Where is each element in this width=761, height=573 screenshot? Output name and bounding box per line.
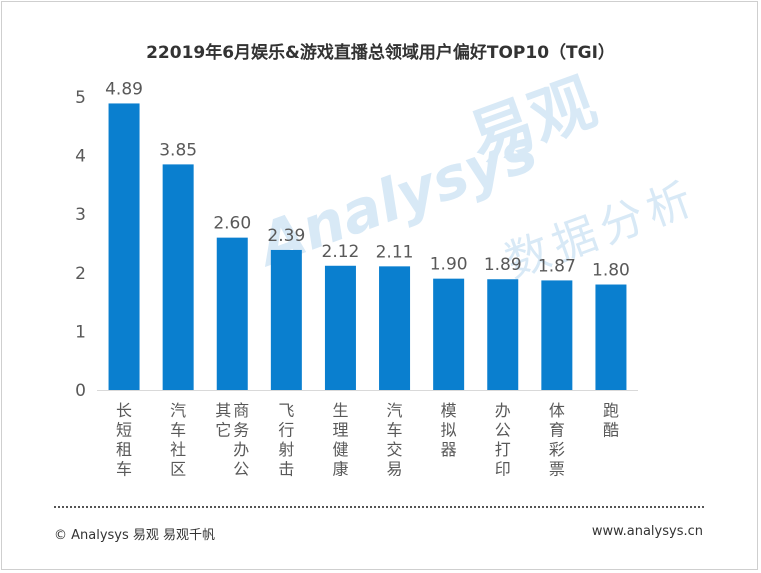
data-label: 1.80 — [592, 261, 630, 281]
data-label: 3.85 — [159, 140, 197, 160]
x-category-char: 生 — [332, 401, 348, 420]
x-category-char: 康 — [332, 460, 348, 479]
y-axis: 0 1 2 3 4 5 — [75, 88, 638, 401]
x-category-char: 票 — [549, 460, 565, 479]
y-tick-label: 2 — [75, 264, 86, 284]
x-category-char: 理 — [332, 421, 348, 440]
footer-divider — [54, 506, 704, 508]
y-tick-label: 1 — [75, 322, 86, 342]
x-category-char: 它 — [215, 421, 231, 440]
x-category-char: 办 — [233, 440, 249, 459]
x-category-char: 汽 — [387, 401, 403, 420]
x-category-char: 射 — [278, 440, 294, 459]
x-category-char: 社 — [170, 440, 186, 459]
x-category-char: 长 — [116, 401, 132, 420]
x-category-char: 行 — [278, 421, 294, 440]
bar — [595, 284, 627, 390]
x-category-char: 印 — [495, 460, 511, 479]
x-category-char: 公 — [233, 460, 249, 479]
data-label: 2.11 — [376, 242, 414, 262]
data-label: 2.60 — [213, 214, 251, 234]
bar — [433, 278, 465, 390]
x-category-char: 彩 — [549, 440, 565, 459]
x-category-label: 模拟器 — [441, 401, 457, 459]
x-category-char: 飞 — [278, 401, 294, 420]
x-category-char: 公 — [495, 421, 511, 440]
data-label: 1.87 — [538, 256, 576, 276]
data-label: 2.12 — [322, 242, 360, 262]
x-category-char: 交 — [387, 440, 403, 459]
x-category-char: 拟 — [441, 421, 457, 440]
y-tick-label: 4 — [75, 147, 86, 167]
bar — [108, 103, 140, 391]
data-label: 1.89 — [484, 255, 522, 275]
x-category-char: 击 — [278, 460, 294, 479]
y-tick-label: 3 — [75, 205, 86, 225]
x-category-label: 跑酷 — [603, 401, 619, 440]
bar — [270, 249, 302, 390]
x-category-char: 办 — [495, 401, 511, 420]
bar — [324, 265, 356, 390]
x-category-char: 短 — [116, 421, 132, 440]
bar — [541, 280, 573, 390]
bars — [108, 103, 627, 391]
x-category-char: 健 — [332, 440, 348, 459]
footer-copyright: © Analysys 易观 易观千帆 — [54, 528, 216, 543]
x-category-char: 车 — [116, 460, 132, 479]
chart-title: 22019年6月娱乐&游戏直播总领域用户偏好TOP10（TGI） — [146, 43, 615, 63]
x-category-char: 汽 — [170, 401, 186, 420]
x-category-char: 车 — [170, 421, 186, 440]
data-label: 4.89 — [105, 79, 143, 99]
footer-url: www.analysys.cn — [591, 524, 703, 539]
bar — [162, 164, 194, 390]
x-category-char: 租 — [116, 440, 132, 459]
bar — [216, 237, 248, 390]
x-category-char: 体 — [549, 401, 565, 420]
data-labels: 4.89 3.85 2.60 2.39 2.12 2.11 1.90 1.89 1.87 1.80 — [105, 79, 630, 280]
x-category-char: 器 — [441, 440, 457, 459]
x-category-char: 车 — [387, 421, 403, 440]
x-category-char: 务 — [233, 421, 249, 440]
y-tick-label: 5 — [75, 88, 86, 108]
x-category-char: 易 — [387, 460, 403, 479]
bar — [379, 266, 411, 390]
x-category-char: 区 — [170, 460, 186, 479]
x-category-char: 模 — [441, 401, 457, 420]
x-category-char: 其 — [215, 401, 231, 420]
y-tick-label: 0 — [75, 381, 86, 401]
x-category-char: 跑 — [603, 401, 619, 420]
data-label: 1.90 — [430, 255, 468, 275]
x-category-char: 商 — [233, 401, 249, 420]
x-category-char: 育 — [549, 421, 565, 440]
x-category-char: 打 — [495, 440, 511, 459]
data-label: 2.39 — [267, 226, 305, 246]
bar — [487, 279, 519, 390]
x-category-char: 酷 — [603, 421, 619, 440]
